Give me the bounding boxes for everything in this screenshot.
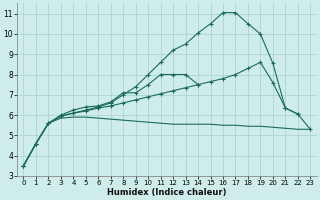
X-axis label: Humidex (Indice chaleur): Humidex (Indice chaleur) [107, 188, 227, 197]
